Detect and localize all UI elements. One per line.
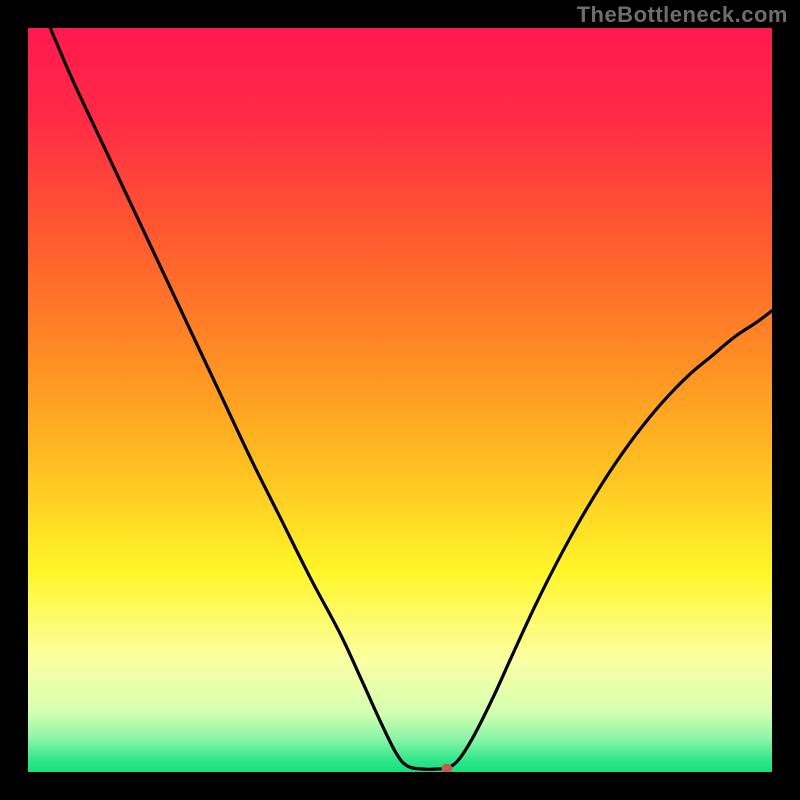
chart-frame: TheBottleneck.com [0,0,800,800]
gradient-background [28,28,772,772]
plot-area [28,28,772,772]
watermark-label: TheBottleneck.com [577,2,788,28]
bottleneck-curve-chart [28,28,772,772]
